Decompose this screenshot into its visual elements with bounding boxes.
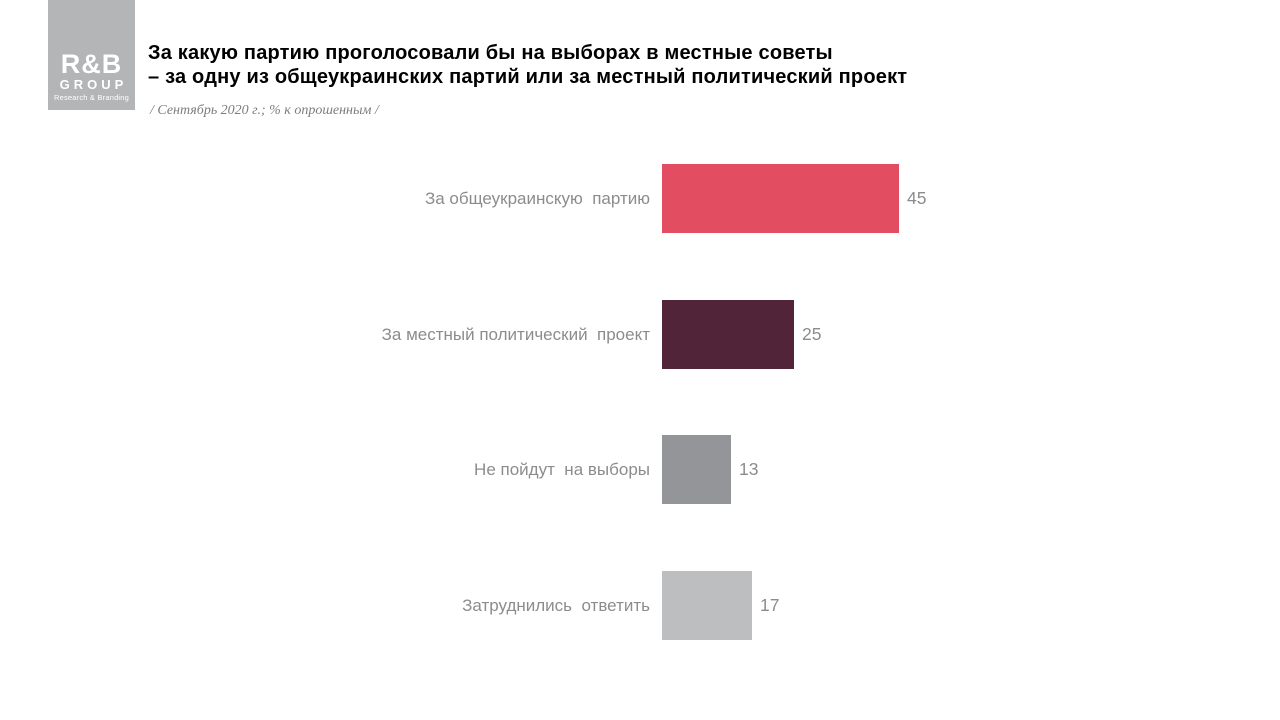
category-label: За общеукраинскую партию — [424, 189, 650, 208]
bar-row: За местный политический проект 25 — [0, 300, 1280, 369]
logo-name-text: R&B — [60, 48, 123, 79]
slide-title: За какую партию проголосовали бы на выбо… — [148, 41, 1228, 89]
bar-rect — [662, 435, 731, 504]
category-label: Не пойдут на выборы — [474, 460, 650, 479]
logo-tagline-text: Research & Branding — [53, 92, 130, 102]
slide-title-line1: За какую партию проголосовали бы на выбо… — [148, 42, 833, 64]
bar-row: За общеукраинскую партию 45 — [0, 164, 1280, 233]
bar-rect — [662, 571, 752, 640]
value-label: 17 — [760, 595, 780, 615]
category-label: За местный политический проект — [381, 325, 650, 344]
category-label: Затруднились ответить — [462, 596, 650, 615]
value-label: 13 — [739, 459, 759, 479]
bar-row: Не пойдут на выборы 13 — [0, 435, 1280, 504]
slide-subtitle: / Сентябрь 2020 г.; % к опрошенным / — [150, 103, 379, 118]
bar-rect — [662, 300, 794, 369]
value-label: 45 — [907, 188, 927, 208]
rb-group-logo: R&B GROUP Research & Branding — [48, 0, 135, 110]
bar-rect — [662, 164, 899, 233]
value-label: 25 — [802, 324, 822, 344]
slide-title-line2: – за одну из общеукраинских партий или з… — [148, 66, 908, 88]
logo-group-text: GROUP — [59, 76, 128, 92]
bar-row: Затруднились ответить 17 — [0, 571, 1280, 640]
